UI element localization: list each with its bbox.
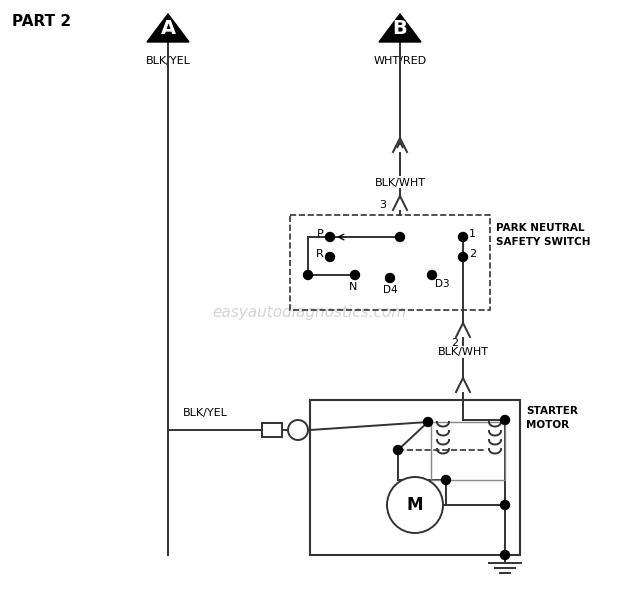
Circle shape xyxy=(326,232,334,241)
Text: easyautodiagnostics.com: easyautodiagnostics.com xyxy=(212,304,406,319)
Polygon shape xyxy=(147,14,189,42)
Text: SAFETY SWITCH: SAFETY SWITCH xyxy=(496,237,591,247)
Text: D4: D4 xyxy=(383,285,397,295)
Circle shape xyxy=(428,271,436,280)
Text: B: B xyxy=(392,19,407,37)
Circle shape xyxy=(288,420,308,440)
Text: 2: 2 xyxy=(451,338,458,348)
Bar xyxy=(290,215,490,310)
Circle shape xyxy=(396,232,405,241)
Text: BLK/WHT: BLK/WHT xyxy=(375,178,426,188)
Text: 1: 1 xyxy=(469,229,476,239)
Text: WHT/RED: WHT/RED xyxy=(373,56,426,66)
Circle shape xyxy=(459,253,467,262)
Text: A: A xyxy=(161,19,176,37)
Circle shape xyxy=(386,274,394,283)
Text: PART 2: PART 2 xyxy=(12,14,71,29)
Polygon shape xyxy=(379,14,421,42)
Circle shape xyxy=(423,418,433,427)
Circle shape xyxy=(459,232,467,241)
Text: 3: 3 xyxy=(379,200,386,210)
Text: STARTER: STARTER xyxy=(526,406,578,416)
Bar xyxy=(262,423,282,437)
Text: N: N xyxy=(349,282,357,292)
Bar xyxy=(431,422,505,480)
Text: PARK NEUTRAL: PARK NEUTRAL xyxy=(496,223,585,233)
Circle shape xyxy=(501,500,509,509)
Text: M: M xyxy=(407,496,423,514)
Text: BLK/YEL: BLK/YEL xyxy=(146,56,190,66)
Circle shape xyxy=(441,475,451,485)
Circle shape xyxy=(501,415,509,425)
Circle shape xyxy=(387,477,443,533)
Circle shape xyxy=(326,253,334,262)
Text: BLK/YEL: BLK/YEL xyxy=(183,408,228,418)
Text: BLK/WHT: BLK/WHT xyxy=(438,347,488,357)
Text: MOTOR: MOTOR xyxy=(526,420,569,430)
Bar xyxy=(310,400,520,555)
Text: P: P xyxy=(317,229,324,239)
Circle shape xyxy=(501,551,509,559)
Text: 2: 2 xyxy=(469,249,476,259)
Circle shape xyxy=(350,271,360,280)
Circle shape xyxy=(303,271,313,280)
Text: R: R xyxy=(316,249,324,259)
Text: D3: D3 xyxy=(435,279,450,289)
Circle shape xyxy=(394,445,402,455)
